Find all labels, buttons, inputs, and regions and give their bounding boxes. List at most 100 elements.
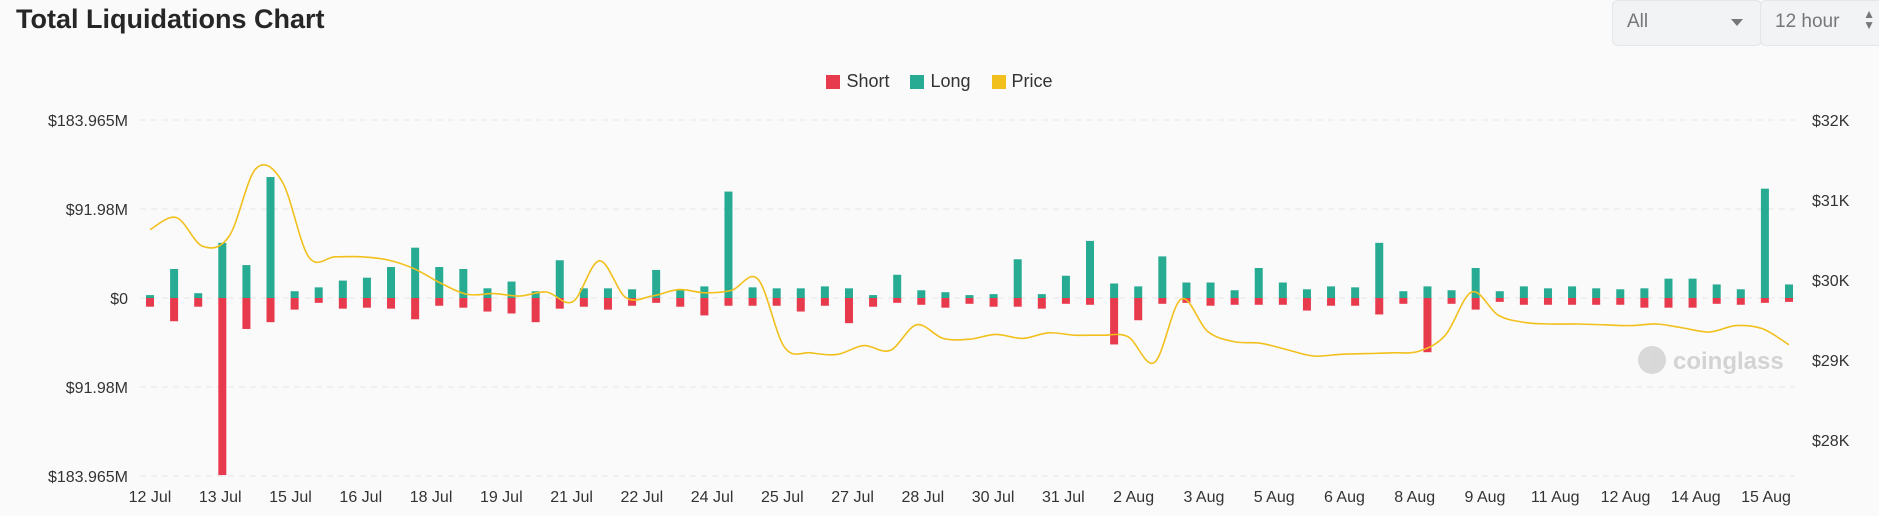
short-bar <box>1640 298 1649 308</box>
short-bar <box>1471 298 1480 310</box>
legend-item-short[interactable]: Short <box>826 71 889 92</box>
short-bar <box>1061 298 1070 304</box>
short-bar <box>1158 298 1167 304</box>
legend-label-short: Short <box>846 71 890 91</box>
x-axis-tick-label: 22 Jul <box>620 489 663 506</box>
long-bar <box>869 295 878 298</box>
left-axis-tick-label: $183.965M <box>48 469 128 486</box>
short-bar <box>338 298 347 309</box>
short-bar <box>362 298 371 308</box>
short-bar <box>1110 298 1119 345</box>
legend-item-price[interactable]: Price <box>991 71 1053 92</box>
x-axis-tick-label: 3 Aug <box>1183 489 1224 506</box>
long-bar <box>1495 291 1504 298</box>
short-bar <box>1616 298 1625 305</box>
x-axis-tick-label: 24 Jul <box>691 489 734 506</box>
x-axis-tick-label: 28 Jul <box>902 489 945 506</box>
short-bar <box>1495 298 1504 302</box>
long-bar <box>194 293 203 298</box>
x-axis-tick-label: 8 Aug <box>1394 489 1435 506</box>
short-bar <box>1688 298 1697 308</box>
short-bar <box>1375 298 1384 315</box>
short-bar <box>1423 298 1432 353</box>
x-axis-tick-label: 6 Aug <box>1324 489 1365 506</box>
x-axis-tick-label: 12 Jul <box>129 489 172 506</box>
short-bar <box>555 298 564 309</box>
x-axis-tick-label: 15 Aug <box>1741 489 1791 506</box>
long-bar <box>652 269 661 298</box>
long-bar <box>1568 286 1577 298</box>
short-bar <box>1568 298 1577 305</box>
long-bar <box>917 290 926 298</box>
short-bar <box>1543 298 1552 305</box>
short-bar <box>579 298 588 307</box>
short-bar <box>218 298 227 476</box>
short-bar <box>772 298 781 306</box>
short-bar <box>796 298 805 312</box>
short-bar <box>1230 298 1239 305</box>
short-bar <box>146 298 154 307</box>
long-bar <box>1013 259 1022 298</box>
long-bar <box>387 267 396 298</box>
x-axis-tick-label: 13 Jul <box>199 489 242 506</box>
short-bar <box>1399 298 1408 304</box>
interval-select[interactable]: 12 hour ▲ ▼ <box>1760 0 1879 46</box>
x-axis-tick-label: 2 Aug <box>1113 489 1154 506</box>
x-axis-tick-label: 12 Aug <box>1601 489 1651 506</box>
short-bar <box>242 298 251 329</box>
long-bar <box>411 247 420 298</box>
short-bar <box>1760 298 1769 303</box>
legend-item-long[interactable]: Long <box>910 71 971 92</box>
long-bar <box>1592 288 1601 298</box>
page-title: Total Liquidations Chart <box>16 4 325 34</box>
x-axis-tick-label: 21 Jul <box>550 489 593 506</box>
left-axis-tick-label: $91.98M <box>66 380 128 397</box>
x-axis-tick-label: 30 Jul <box>972 489 1015 506</box>
short-bar <box>1302 298 1311 311</box>
short-bar <box>483 298 492 312</box>
long-swatch-icon <box>910 75 925 89</box>
interval-value: 12 hour <box>1775 11 1840 32</box>
long-bar <box>796 288 805 298</box>
long-bar <box>748 287 757 298</box>
x-axis-tick-label: 27 Jul <box>831 489 874 506</box>
long-bar <box>724 191 733 298</box>
long-bar <box>170 268 179 298</box>
coin-filter-select[interactable]: All <box>1612 0 1762 46</box>
short-bar <box>290 298 299 310</box>
long-bar <box>989 294 998 298</box>
short-bar <box>1134 298 1143 321</box>
short-bar <box>965 298 974 304</box>
long-bar <box>1086 240 1095 298</box>
long-bar <box>1399 291 1408 298</box>
short-bar <box>917 298 926 305</box>
legend-label-price: Price <box>1011 71 1053 91</box>
long-bar <box>1230 290 1239 298</box>
long-bar <box>1037 294 1046 298</box>
long-bar <box>362 277 371 298</box>
short-bar <box>989 298 998 307</box>
long-bar <box>893 274 902 298</box>
long-bar <box>314 287 323 298</box>
x-axis-tick-label: 19 Jul <box>480 489 523 506</box>
long-bar <box>1664 278 1673 298</box>
long-bar <box>266 177 275 298</box>
short-bar <box>1736 298 1745 305</box>
long-bar <box>1640 288 1649 298</box>
long-bar <box>1158 256 1167 298</box>
short-bar <box>748 298 757 306</box>
short-bar <box>628 298 637 306</box>
chevron-down-icon <box>1731 19 1743 26</box>
long-bar <box>844 288 853 298</box>
short-bar <box>1592 298 1601 305</box>
short-bar <box>411 298 420 320</box>
short-bar <box>1278 298 1287 305</box>
long-bar <box>1519 286 1528 298</box>
long-bar <box>1423 286 1432 298</box>
x-axis-tick-label: 9 Aug <box>1464 489 1505 506</box>
x-axis-tick-label: 14 Aug <box>1671 489 1721 506</box>
short-bar <box>603 298 612 310</box>
short-bar <box>1785 298 1793 302</box>
long-bar <box>507 281 516 298</box>
